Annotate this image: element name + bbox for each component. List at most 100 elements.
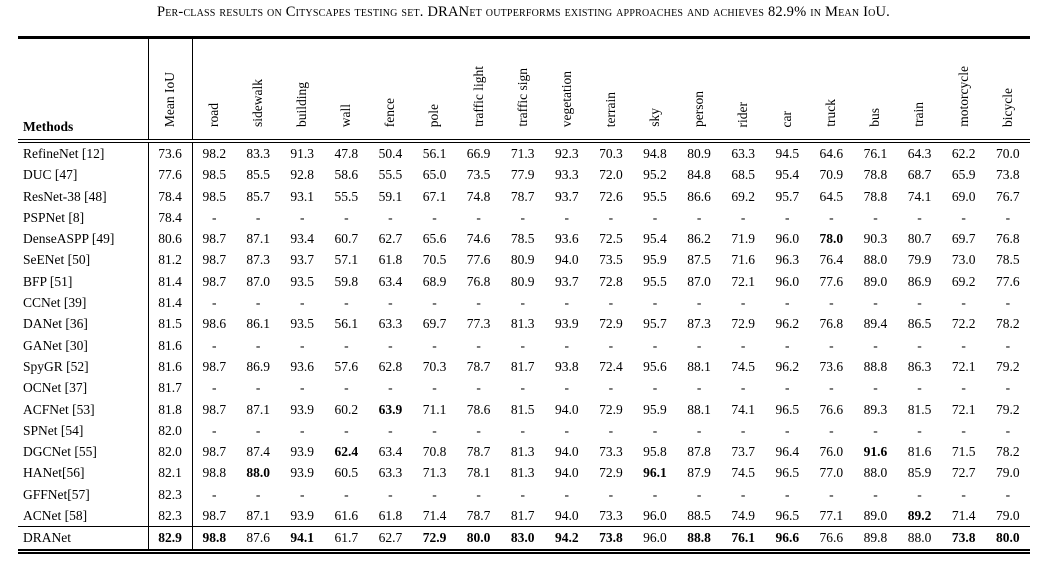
col-header-label: fence [382, 97, 398, 127]
value-cell: 76.1 [863, 146, 888, 161]
value-cell: 98.5 [202, 188, 227, 204]
value-cell: 96.5 [775, 508, 800, 524]
value-cell: 73.8 [996, 167, 1020, 183]
value-cell: - [608, 486, 614, 502]
col-header-traffic-light: traffic light [456, 37, 501, 143]
value-cell: - [520, 422, 525, 438]
value-cell: 61.6 [334, 508, 359, 524]
value-cell: 72.9 [412, 526, 457, 552]
value-cell: - [961, 337, 966, 353]
col-header-fence: fence [368, 37, 413, 143]
value-cell: 93.7 [290, 252, 315, 268]
value-cell: 88.0 [863, 465, 888, 481]
value-cell: 95.5 [643, 273, 667, 289]
value-cell: 78.5 [996, 252, 1020, 268]
value-cell: 94.0 [554, 508, 579, 524]
value-cell: 93.9 [290, 465, 315, 481]
table-row: CCNet [39] 81.4 - - - - - - - - - - - - - - - - - - - [18, 292, 1030, 314]
value-cell: - [829, 209, 834, 225]
value-cell: 72.2 [951, 316, 976, 332]
value-cell: 80.7 [907, 231, 932, 247]
value-cell: - [961, 422, 966, 438]
value-cell: 76.0 [819, 444, 844, 460]
value-cell: - [652, 380, 658, 396]
value-cell: 88.8 [863, 358, 888, 374]
value-cell: - [652, 337, 658, 353]
value-cell: 95.2 [643, 167, 667, 183]
value-cell: 87.4 [246, 444, 270, 460]
table-row: GFFNet[57] 82.3 - - - - - - - - - - - - - - - - - - - [18, 483, 1030, 506]
value-cell: 96.0 [775, 231, 800, 247]
value-cell: 70.8 [422, 444, 447, 460]
value-cell: 77.6 [819, 273, 844, 289]
value-cell: 94.0 [554, 252, 579, 268]
value-cell: - [740, 295, 746, 311]
value-cell: - [432, 380, 437, 396]
value-cell: 93.9 [554, 316, 579, 332]
value-cell: 94.0 [554, 401, 579, 417]
mean-iou-cell: 81.4 [148, 270, 193, 293]
value-cell: - [564, 422, 570, 438]
value-cell: - [1005, 486, 1011, 502]
value-cell: - [785, 486, 790, 502]
value-cell: 87.6 [236, 526, 281, 552]
value-cell: 72.9 [599, 465, 623, 481]
value-cell: 79.2 [996, 358, 1020, 374]
value-cell: - [212, 380, 217, 396]
value-cell: 86.2 [687, 231, 711, 247]
value-cell: - [608, 295, 614, 311]
mean-iou-cell: 81.4 [148, 292, 193, 314]
value-cell: 92.8 [290, 167, 315, 183]
value-cell: 94.0 [554, 444, 579, 460]
value-cell: - [212, 295, 217, 311]
value-cell: - [652, 486, 658, 502]
value-cell: 93.9 [290, 401, 315, 417]
value-cell: - [476, 209, 481, 225]
value-cell: - [564, 295, 570, 311]
value-cell: - [829, 380, 834, 396]
value-cell: 61.8 [378, 252, 403, 268]
col-header-label: car [779, 110, 795, 127]
value-cell: 89.4 [863, 316, 888, 332]
value-cell: - [873, 486, 878, 502]
method-cell: RefineNet [12] [18, 141, 149, 165]
table-row: RefineNet [12] 73.6 98.2 83.3 91.3 47.8 50.4 56… [18, 141, 1030, 165]
table-row: BFP [51] 81.4 98.7 87.0 93.5 59.8 63.4 68.9 76.8… [18, 270, 1030, 293]
value-cell: 57.1 [334, 252, 359, 268]
col-header-label: wall [338, 103, 354, 127]
value-cell: 78.8 [863, 188, 888, 204]
value-cell: 94.5 [775, 146, 800, 161]
col-header-label: truck [823, 99, 839, 127]
value-cell: 98.7 [202, 231, 227, 247]
col-header-bus: bus [853, 37, 898, 143]
value-cell: 96.4 [775, 444, 800, 460]
method-cell: DenseASPP [49] [18, 228, 149, 250]
value-cell: 81.7 [510, 508, 535, 524]
table-body: RefineNet [12] 73.6 98.2 83.3 91.3 47.8 50.4 56… [18, 141, 1030, 552]
col-header-terrain: terrain [588, 37, 633, 143]
value-cell: 96.5 [775, 465, 800, 481]
value-cell: 98.7 [202, 444, 227, 460]
method-cell: DGCNet [55] [18, 441, 149, 463]
value-cell: 96.5 [775, 401, 800, 417]
value-cell: 98.7 [202, 273, 227, 289]
value-cell: 69.2 [731, 188, 755, 204]
value-cell: 78.7 [466, 444, 491, 460]
value-cell: - [520, 209, 525, 225]
value-cell: 65.0 [422, 167, 447, 183]
value-cell: 73.8 [588, 526, 633, 552]
results-table-container: Methods Mean IoU road sidewalk building wal… [18, 36, 1030, 554]
value-cell: 76.6 [819, 401, 844, 417]
table-caption: Per-class results on Cityscapes testing … [156, 4, 891, 20]
value-cell: 73.5 [466, 167, 491, 183]
mean-iou-cell: 82.3 [148, 483, 193, 506]
value-cell: 87.0 [246, 273, 270, 289]
col-header-label: traffic light [470, 66, 486, 127]
value-cell: - [564, 380, 570, 396]
value-cell: 89.2 [907, 508, 932, 524]
value-cell: 68.7 [907, 167, 932, 183]
value-cell: 98.8 [192, 526, 237, 552]
value-cell: 73.0 [951, 252, 976, 268]
value-cell: - [961, 209, 966, 225]
value-cell: 81.6 [907, 444, 932, 460]
